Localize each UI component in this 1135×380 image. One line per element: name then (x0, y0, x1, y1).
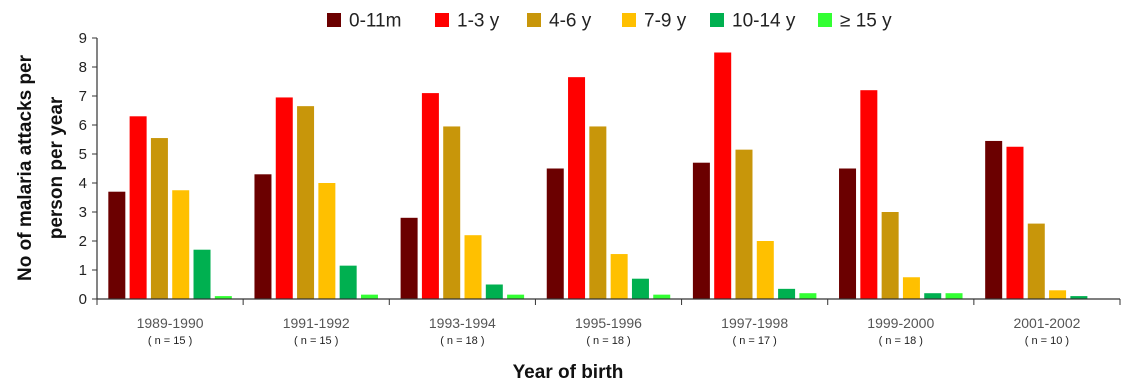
bar-7-9-y-1997-1998 (756, 241, 774, 299)
y-axis-title-line-1: No of malaria attacks per (15, 54, 36, 281)
bar-1-3-y-2001-2002 (1006, 146, 1024, 299)
bar-4-6-y-1999-2000 (881, 212, 899, 299)
y-tick-label: 2 (79, 233, 87, 250)
bar-10-14-y-2001-2002 (1070, 296, 1088, 299)
bar-0-11m-1999-2000 (839, 168, 857, 299)
legend-label: 7-9 y (644, 11, 687, 32)
y-tick-label: 1 (79, 262, 87, 279)
bar-10-14-y-1989-1990 (193, 249, 211, 299)
x-axis: 1989-1990 ( n = 15 ) 1991-1992 ( n = 15 ) 19… (96, 298, 1121, 347)
y-axis-title-line-2: person per year (46, 96, 67, 239)
legend-label: 0-11m (349, 11, 401, 32)
y-tick-label: 7 (79, 88, 87, 105)
x-category-n-label: ( n = 18 ) (879, 335, 923, 347)
y-tick-label: 3 (79, 204, 87, 221)
bar-4-6-y-1995-1996 (589, 126, 607, 299)
bar-0-11m-1989-1990 (108, 191, 126, 299)
y-tick-label: 0 (79, 291, 87, 308)
bar-15-y-1989-1990 (214, 296, 232, 299)
y-tick-label: 8 (79, 59, 87, 76)
x-category-label: 1999-2000 (867, 315, 934, 331)
bar-7-9-y-2001-2002 (1049, 290, 1067, 299)
x-category-n-label: ( n = 18 ) (440, 335, 484, 347)
x-category-n-label: ( n = 18 ) (586, 335, 630, 347)
legend-label: 10-14 y (732, 11, 796, 32)
x-category-label: 1995-1996 (575, 315, 642, 331)
bar-4-6-y-1989-1990 (150, 138, 168, 299)
legend-swatch (622, 13, 636, 27)
bar-7-9-y-1989-1990 (172, 190, 190, 299)
x-category-n-label: ( n = 17 ) (732, 335, 776, 347)
y-axis: 0 1 2 3 4 5 6 7 8 9 (79, 30, 98, 308)
bar-1-3-y-1997-1998 (714, 52, 732, 299)
legend-swatch (435, 13, 449, 27)
x-category-label: 1991-1992 (283, 315, 350, 331)
bar-1-3-y-1999-2000 (860, 90, 878, 299)
bar-10-14-y-1997-1998 (778, 288, 796, 299)
legend-label: 1-3 y (457, 11, 500, 32)
bar-7-9-y-1993-1994 (464, 235, 482, 299)
bar-10-14-y-1993-1994 (485, 284, 503, 299)
bar-4-6-y-1993-1994 (443, 126, 461, 299)
bar-4-6-y-1997-1998 (735, 149, 753, 299)
bar-0-11m-2001-2002 (985, 140, 1003, 299)
x-category-label: 1989-1990 (137, 315, 204, 331)
legend-swatch (818, 13, 832, 27)
legend-swatch (527, 13, 541, 27)
bar-7-9-y-1995-1996 (610, 254, 628, 299)
bar-10-14-y-1999-2000 (924, 293, 942, 299)
bar-15-y-1993-1994 (507, 294, 525, 299)
bar-1-3-y-1991-1992 (275, 97, 293, 299)
y-tick-label: 9 (79, 30, 87, 47)
bar-4-6-y-2001-2002 (1027, 223, 1045, 299)
bar-7-9-y-1991-1992 (318, 183, 336, 299)
x-category-n-label: ( n = 15 ) (294, 335, 338, 347)
y-tick-label: 6 (79, 117, 87, 134)
legend-label: ≥ 15 y (840, 11, 892, 32)
x-category-label: 1993-1994 (429, 315, 496, 331)
bar-10-14-y-1991-1992 (339, 265, 357, 299)
x-axis-title: Year of birth (513, 362, 624, 380)
bar-15-y-1995-1996 (653, 294, 671, 299)
bar-15-y-1999-2000 (945, 293, 963, 299)
x-category-n-label: ( n = 10 ) (1025, 335, 1069, 347)
bar-15-y-1997-1998 (799, 293, 817, 299)
x-category-label: 2001-2002 (1013, 315, 1080, 331)
legend-swatch (327, 13, 341, 27)
legend-label: 4-6 y (549, 11, 592, 32)
legend-swatch (710, 13, 724, 27)
bar-1-3-y-1995-1996 (568, 77, 586, 300)
bar-15-y-1991-1992 (360, 294, 378, 299)
x-category-n-label: ( n = 15 ) (148, 335, 192, 347)
bar-7-9-y-1999-2000 (902, 277, 920, 299)
bars (108, 52, 1088, 300)
legend: 0-11m 1-3 y 4-6 y 7-9 y 10-14 y ≥ 15 y (327, 11, 892, 32)
x-category-label: 1997-1998 (721, 315, 788, 331)
bar-1-3-y-1989-1990 (129, 116, 147, 299)
bar-4-6-y-1991-1992 (297, 106, 315, 300)
y-tick-label: 4 (79, 175, 87, 192)
bar-10-14-y-1995-1996 (631, 278, 649, 299)
bar-0-11m-1995-1996 (546, 168, 564, 299)
bar-0-11m-1997-1998 (692, 162, 710, 299)
y-tick-label: 5 (79, 146, 87, 163)
bar-1-3-y-1993-1994 (421, 93, 439, 299)
bar-0-11m-1993-1994 (400, 217, 418, 299)
bar-0-11m-1991-1992 (254, 174, 272, 299)
